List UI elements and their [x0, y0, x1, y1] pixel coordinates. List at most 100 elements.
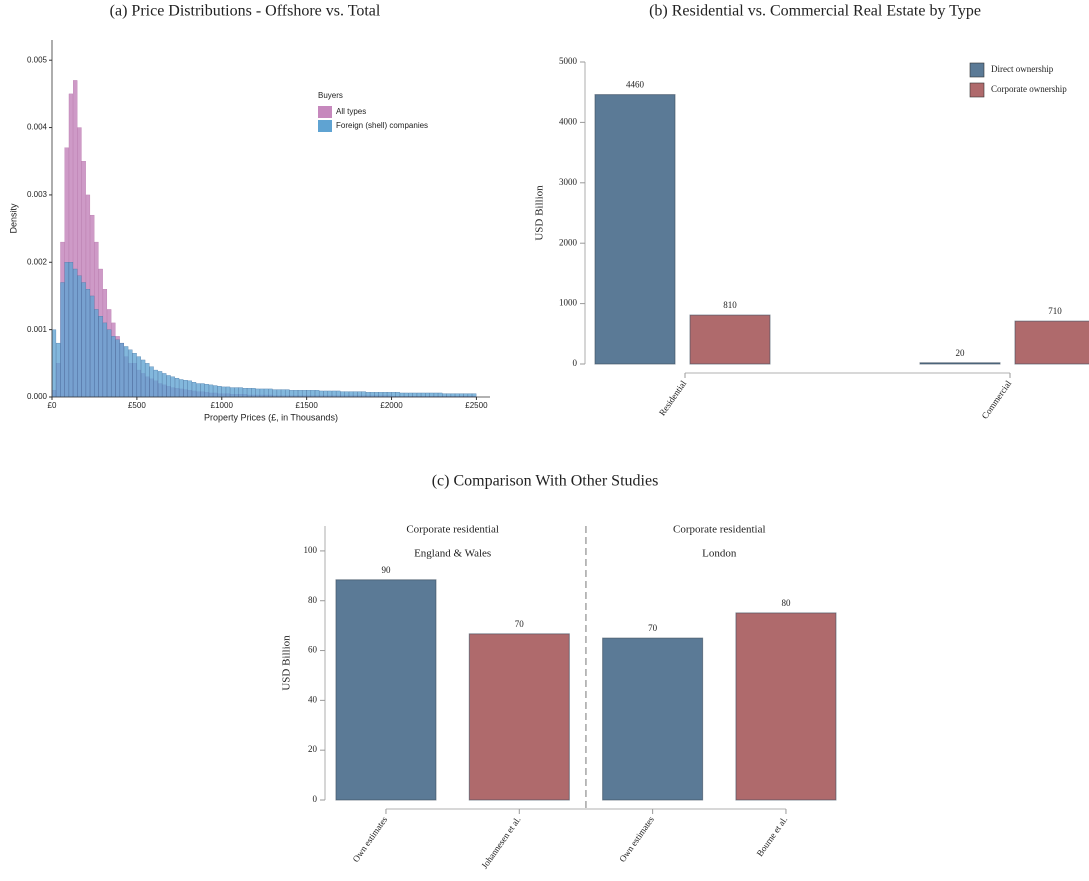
x-tick-label: £2500: [465, 401, 488, 410]
histogram-bar: [395, 392, 400, 398]
bar: [689, 314, 771, 365]
value-label: 80: [781, 598, 791, 608]
histogram-bar: [272, 389, 277, 398]
y-tick-label: 0.002: [27, 257, 48, 266]
histogram-bar: [450, 393, 456, 398]
histogram-bar: [344, 391, 349, 398]
y-tick-label: 0.003: [27, 190, 48, 199]
y-tick-label: 0: [573, 358, 578, 368]
y-axis-label: USD Billion: [281, 635, 293, 691]
histogram-bar: [81, 282, 86, 398]
histogram-bar: [170, 376, 175, 398]
legend-swatch: [969, 62, 985, 78]
chart-title: (a) Price Distributions - Offshore vs. T…: [110, 3, 381, 20]
histogram-bar: [353, 391, 358, 398]
histogram-bar: [268, 388, 273, 398]
histogram-bar: [179, 379, 184, 398]
y-tick-label: 0.005: [27, 55, 48, 64]
histogram-bar: [374, 392, 379, 398]
y-tick-label: 1000: [559, 298, 578, 308]
histogram-bar: [251, 388, 256, 398]
histogram-bar: [128, 349, 133, 398]
histogram-bar: [438, 392, 443, 398]
histogram-bar: [85, 289, 91, 398]
histogram-bar: [298, 390, 303, 398]
y-tick-label: 100: [304, 545, 318, 555]
histogram-bar: [365, 392, 371, 398]
histogram-bar: [399, 392, 405, 398]
value-label: 710: [1048, 306, 1062, 316]
histogram-bar: [230, 387, 235, 398]
histogram-bar: [247, 388, 252, 398]
y-tick-label: 40: [308, 694, 318, 704]
histogram-bar: [56, 342, 61, 398]
legend-label: All types: [336, 107, 366, 116]
histogram-bar: [382, 392, 388, 398]
histogram-bar: [429, 392, 434, 398]
histogram-bar: [319, 390, 324, 398]
histogram-bar: [289, 390, 294, 398]
histogram-bar: [183, 380, 188, 398]
histogram-bar: [119, 342, 125, 398]
y-tick-label: 2000: [559, 237, 578, 247]
histogram-bar: [234, 387, 239, 398]
histogram-bar: [136, 356, 141, 398]
y-tick-label: 4000: [559, 116, 578, 126]
histogram-bar: [162, 373, 167, 398]
x-tick-label: Bourne et al.: [755, 815, 790, 859]
histogram-bar: [132, 353, 137, 398]
bar: [335, 579, 437, 801]
histogram-bar: [242, 388, 248, 398]
histogram-bar: [90, 295, 95, 398]
bar: [602, 637, 704, 801]
legend-title: Buyers: [318, 91, 343, 100]
histogram-bar: [102, 322, 108, 398]
chart-title: (c) Comparison With Other Studies: [432, 473, 659, 490]
histogram-bar: [310, 390, 315, 398]
histogram-bar: [314, 390, 320, 398]
histogram-bar: [166, 375, 171, 398]
histogram-bar: [348, 391, 354, 398]
histogram-bar: [196, 383, 201, 398]
value-label: 810: [723, 300, 737, 310]
x-tick-label: £500: [128, 401, 146, 410]
histogram-bar: [323, 390, 328, 398]
value-label: 70: [515, 619, 525, 629]
bar: [594, 94, 676, 365]
x-tick-label: Johannesen et al.: [479, 815, 522, 871]
y-tick-label: 0: [313, 794, 318, 804]
legend-swatch: [318, 120, 332, 132]
histogram-bar: [285, 389, 290, 398]
histogram-bar: [187, 380, 192, 398]
histogram-bar: [459, 393, 464, 398]
histogram-bar: [68, 262, 74, 398]
histogram-bar: [276, 389, 282, 398]
histogram-bar: [421, 392, 426, 398]
histogram-bar: [340, 391, 345, 398]
histogram-bar: [425, 392, 430, 398]
group-subtitle: England & Wales: [414, 548, 491, 560]
histogram-bar: [387, 392, 392, 398]
histogram-bar: [433, 392, 439, 398]
legend-label: Direct ownership: [991, 64, 1054, 74]
legend-swatch: [318, 106, 332, 118]
histogram-bar: [153, 369, 158, 398]
histogram-bar: [255, 388, 260, 398]
x-tick-label: Own estimates: [351, 814, 390, 864]
y-tick-label: 20: [308, 744, 318, 754]
histogram-bar: [331, 390, 337, 398]
y-tick-label: 60: [308, 645, 318, 655]
histogram-bar: [306, 390, 311, 398]
group-title: Corporate residential: [406, 524, 499, 536]
histogram-bar: [259, 388, 265, 398]
histogram-bar: [264, 388, 269, 398]
y-tick-label: 5000: [559, 56, 578, 66]
histogram-bar: [64, 262, 69, 398]
histogram-bar: [73, 268, 78, 398]
legend-label: Foreign (shell) companies: [336, 121, 428, 130]
x-tick-label: Own estimates: [617, 814, 656, 864]
histogram-bar: [221, 386, 226, 398]
histogram-bar: [281, 389, 286, 398]
histogram-bar: [124, 346, 129, 398]
histogram-bar: [217, 386, 222, 398]
